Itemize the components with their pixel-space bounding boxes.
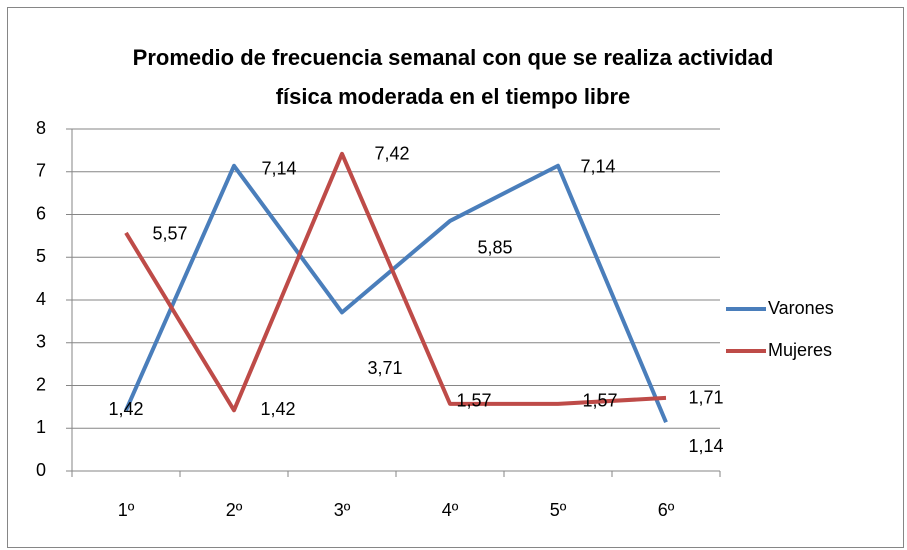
data-label: 1,71 (688, 388, 723, 408)
data-label: 7,14 (261, 159, 296, 179)
y-tick-label: 2 (36, 374, 46, 394)
data-label: 7,14 (580, 157, 615, 177)
y-tick-label: 7 (36, 161, 46, 181)
y-tick-label: 1 (36, 417, 46, 437)
data-label: 1,42 (108, 399, 143, 419)
data-label: 3,71 (367, 358, 402, 378)
data-label: 1,14 (688, 436, 723, 456)
x-tick-label: 6º (658, 500, 675, 520)
legend-label: Varones (768, 298, 834, 318)
line-series (124, 151, 667, 413)
y-tick-label: 0 (36, 460, 46, 480)
line-series (124, 163, 668, 424)
y-tick-label: 8 (36, 118, 46, 138)
y-tick-label: 4 (36, 289, 46, 309)
chart-border (7, 7, 904, 548)
y-tick-label: 3 (36, 332, 46, 352)
x-tick-label: 3º (334, 500, 351, 520)
y-tick-label: 6 (36, 203, 46, 223)
data-label: 5,57 (152, 224, 187, 244)
x-tick-label: 1º (118, 500, 135, 520)
data-label: 1,57 (456, 391, 491, 411)
data-label: 1,57 (582, 391, 617, 411)
data-label: 1,42 (260, 399, 295, 419)
x-tick-label: 5º (550, 500, 567, 520)
legend-label: Mujeres (768, 340, 832, 360)
data-label: 5,85 (477, 238, 512, 258)
x-tick-label: 2º (226, 500, 243, 520)
chart-title: Promedio de frecuencia semanal con que s… (132, 45, 774, 109)
data-label: 7,42 (374, 144, 409, 164)
x-tick-label: 4º (442, 500, 459, 520)
y-tick-label: 5 (36, 246, 46, 266)
